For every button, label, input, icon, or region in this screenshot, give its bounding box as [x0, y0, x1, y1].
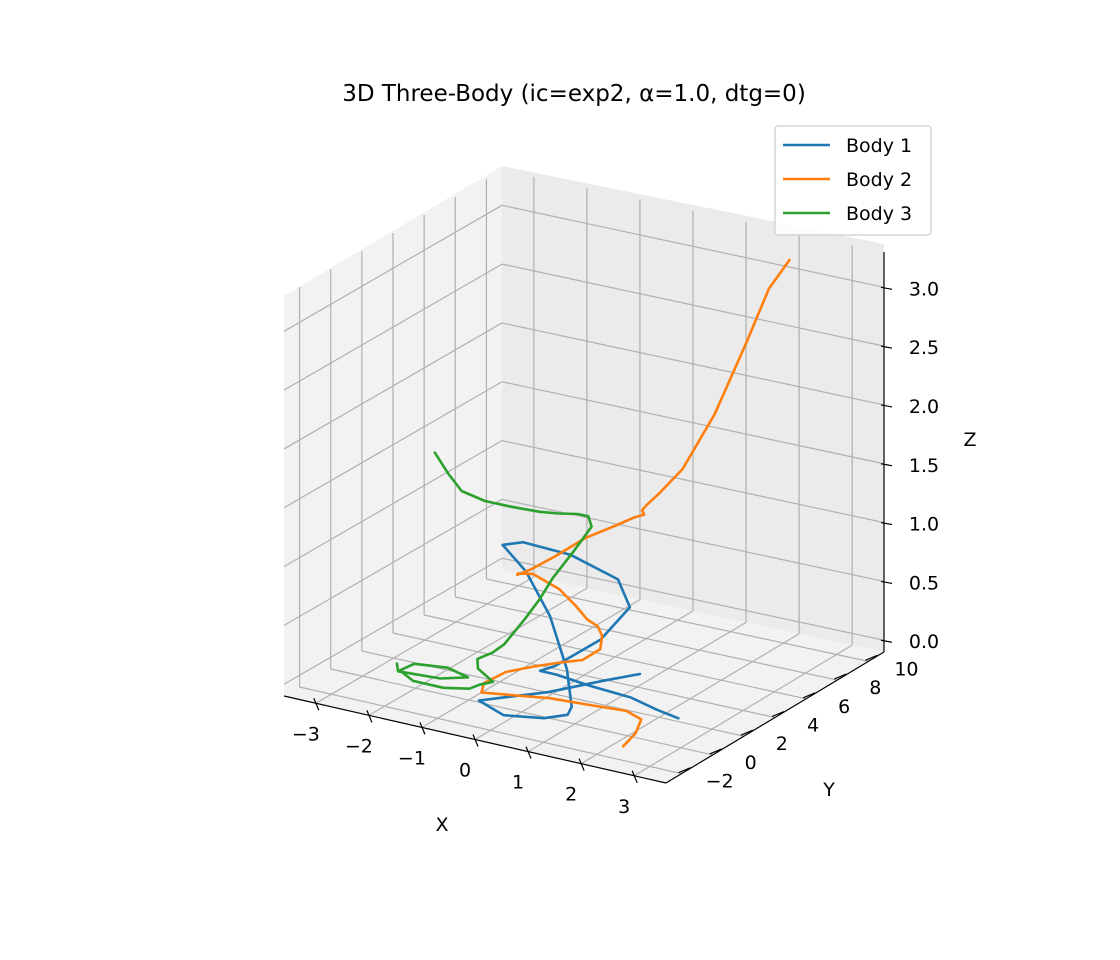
grid-line-z	[283, 557, 503, 685]
x-tick	[578, 758, 585, 771]
legend-label-body-1: Body 1	[846, 135, 912, 157]
grid-line-z	[283, 204, 503, 332]
x-tick-label: −1	[398, 747, 426, 769]
grid-line-z	[501, 440, 885, 524]
grid-line-y	[392, 632, 776, 719]
z-tick-label: 3.0	[909, 278, 939, 300]
grid-line-z	[283, 381, 503, 509]
y-tick	[865, 654, 878, 661]
x-axis-label: X	[435, 814, 448, 836]
y-tick	[709, 748, 722, 755]
y-tick-label: 10	[894, 658, 918, 680]
x-tick-label: −3	[292, 723, 320, 745]
grid-line-z	[501, 263, 885, 347]
grid-lines	[283, 176, 885, 777]
z-tick	[880, 463, 893, 467]
trajectory-body-1	[477, 540, 680, 720]
z-tick	[880, 345, 893, 349]
z-tick-label: 1.5	[909, 455, 939, 477]
legend: Body 1 Body 2 Body 3	[774, 125, 932, 236]
y-tick-label: −2	[706, 771, 734, 793]
grid-line-z	[283, 440, 503, 568]
x-tick	[525, 746, 532, 759]
z-axis-label: Z	[963, 429, 976, 451]
grid-line-z	[501, 322, 885, 406]
x-tick	[631, 770, 638, 783]
axes	[283, 252, 893, 784]
z-tick-label: 2.0	[909, 396, 939, 418]
trajectories	[395, 258, 791, 748]
x-tick-label: −2	[345, 735, 373, 757]
y-tick	[771, 710, 785, 718]
grid-line-y	[486, 578, 869, 662]
grid-line-z	[283, 322, 503, 450]
trajectory-body-3	[395, 451, 593, 690]
grid-line-z	[501, 381, 885, 465]
z-tick	[880, 639, 893, 643]
legend-label-body-3: Body 3	[846, 203, 912, 225]
x-tick-label: 1	[512, 772, 524, 794]
grid-line-z	[283, 498, 503, 626]
chart-title: 3D Three-Body (ic=exp2, α=1.0, dtg=0)	[342, 81, 806, 107]
x-tick	[366, 710, 373, 723]
y-axis-line	[665, 651, 885, 784]
y-tick-label: 0	[745, 752, 757, 774]
y-tick	[678, 767, 691, 774]
grid-line-z	[283, 263, 503, 391]
trajectory-body-2	[480, 258, 791, 748]
grid-line-y	[424, 614, 807, 700]
x-tick	[472, 734, 479, 747]
y-tick	[834, 673, 847, 680]
z-tick	[880, 580, 893, 585]
grid-line-y	[455, 596, 838, 681]
grid-line-y	[330, 668, 713, 756]
z-tick-label: 0.5	[909, 572, 939, 594]
z-tick	[880, 404, 893, 408]
grid-line-z	[501, 557, 885, 641]
y-tick-label: 6	[838, 696, 850, 718]
grid-line-y	[299, 686, 682, 775]
z-tick	[880, 286, 893, 290]
y-tick	[802, 692, 816, 699]
y-tick-label: 8	[869, 677, 881, 699]
x-tick	[419, 722, 426, 735]
z-tick	[880, 521, 893, 526]
z-tick-label: 2.5	[909, 337, 939, 359]
z-tick-label: 0.0	[909, 631, 939, 653]
y-axis-label: Y	[822, 779, 835, 801]
x-tick	[313, 698, 320, 711]
x-tick-label: 0	[459, 760, 471, 782]
x-tick-label: 2	[565, 784, 577, 806]
y-tick	[740, 729, 754, 736]
y-tick-label: 4	[807, 715, 819, 737]
grid-line-z	[501, 204, 885, 288]
legend-label-body-2: Body 2	[846, 169, 912, 191]
legend-frame	[774, 125, 932, 236]
x-tick-label: 3	[618, 796, 630, 818]
z-tick-label: 1.0	[909, 514, 939, 536]
y-tick-label: 2	[776, 733, 788, 755]
